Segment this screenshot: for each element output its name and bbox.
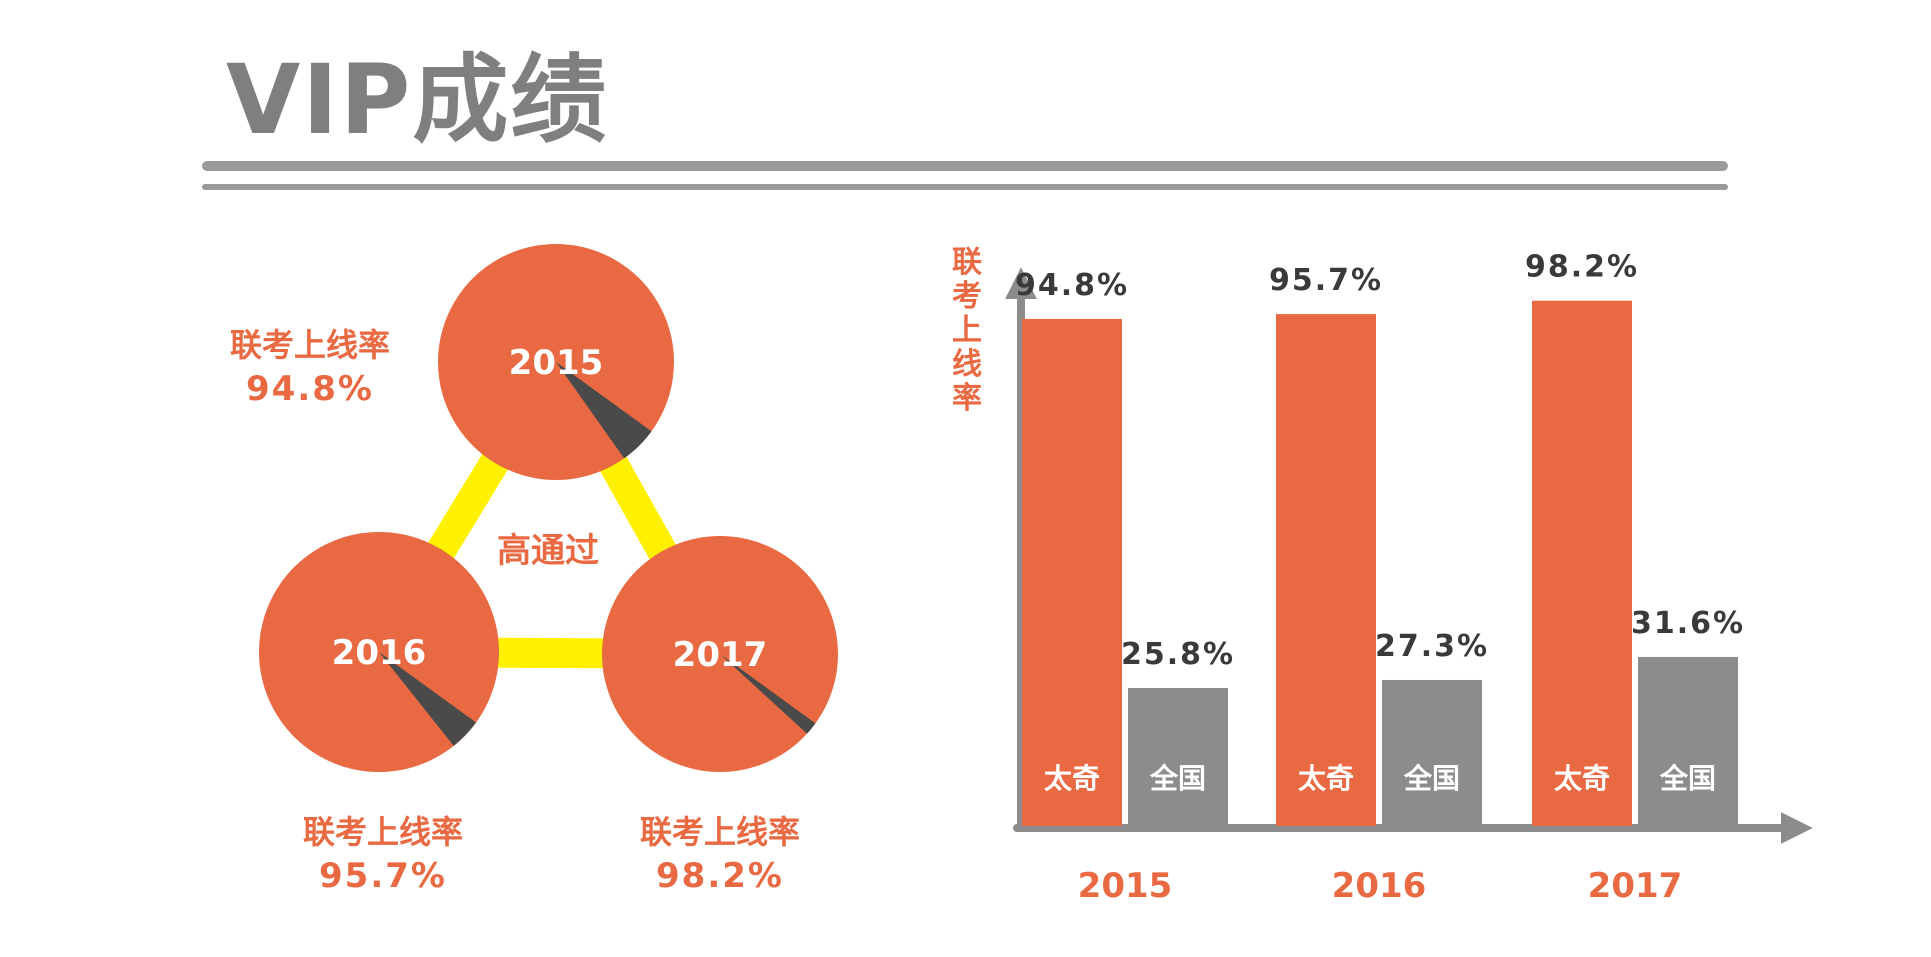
bar-series-label-2016-taiqi: 太奇: [1298, 762, 1354, 795]
circle-2016-remainder-wedge: [379, 652, 477, 746]
circle-2015-year-label: 2015: [509, 343, 604, 383]
bar-value-label-2017-national: 31.6%: [1631, 606, 1745, 641]
y-axis-label-char: 联: [952, 245, 982, 280]
circle-2016-year-label: 2016: [332, 633, 427, 673]
category-labels: 2015 2016 2017: [1078, 866, 1683, 906]
x-tick-label-2017: 2017: [1588, 866, 1683, 906]
bar-series-label-2017-taiqi: 太奇: [1554, 762, 1610, 795]
bar-2016-taiqi: [1276, 314, 1376, 826]
x-tick-label-2016: 2016: [1332, 866, 1427, 906]
bar-2017-taiqi: [1532, 300, 1632, 827]
circle-2016-rate-label: 95.7%: [319, 856, 447, 896]
bar-2015-national: [1128, 687, 1228, 826]
circle-2015-remainder-wedge: [556, 362, 652, 459]
bar-value-label-2016-taiqi: 95.7%: [1269, 263, 1383, 298]
bar-series-label-2016-national: 全国: [1403, 762, 1460, 795]
bar-2015-taiqi: [1022, 318, 1122, 826]
y-axis-label-char: 考: [952, 279, 982, 314]
y-axis-label-char: 率: [952, 381, 982, 416]
bars: 94.8% 太奇 25.8% 全国 95.7% 太奇 27.3% 全国 98.2% 太奇 31.6%…: [1015, 250, 1745, 827]
pass-rate-circle-2017: 2017 联考上线率 98.2%: [602, 536, 838, 896]
bar-chart: 联考上线率 94.8% 太奇 25.8% 全国 95.7% 太奇 27.3% 全国 98.2% 太…: [952, 245, 1813, 906]
pass-rate-circle-2015: 2015 联考上线率 94.8%: [230, 244, 674, 480]
bar-value-label-2015-taiqi: 94.8%: [1015, 268, 1129, 303]
pass-rate-circles: 2015 联考上线率 94.8% 2016 联考上线率 95.7% 2017 联考上线率 98.…: [230, 244, 838, 896]
circle-2016-caption: 联考上线率: [303, 813, 463, 851]
circle-2015-rate-label: 94.8%: [246, 369, 374, 409]
pass-rate-circle-2016: 2016 联考上线率 95.7%: [259, 532, 499, 896]
bar-2016-national: [1382, 679, 1482, 826]
bar-series-label-2015-national: 全国: [1149, 762, 1206, 795]
circle-2017-rate-label: 98.2%: [656, 856, 784, 896]
circle-2015-caption: 联考上线率: [230, 326, 390, 364]
title-divider-thin: [202, 184, 1728, 190]
bar-value-label-2015-national: 25.8%: [1121, 637, 1235, 672]
y-axis-label-char: 线: [952, 347, 982, 382]
triangle-center-label: 高通过: [497, 531, 599, 571]
y-axis-label: 联考上线率: [952, 245, 982, 416]
circle-2017-year-label: 2017: [673, 635, 768, 675]
pass-rate-triangle: 2015 联考上线率 94.8% 2016 联考上线率 95.7% 2017 联考上线率 98.…: [230, 244, 838, 896]
x-tick-label-2015: 2015: [1078, 866, 1173, 906]
title-divider-thick: [202, 161, 1728, 171]
bar-value-label-2016-national: 27.3%: [1375, 629, 1489, 664]
circle-2017-caption: 联考上线率: [640, 813, 800, 851]
y-axis-label-char: 上: [952, 313, 982, 348]
circle-2017-remainder-wedge: [720, 654, 816, 734]
bar-2017-national: [1638, 656, 1738, 826]
bar-value-label-2017-taiqi: 98.2%: [1525, 250, 1639, 285]
y-axis-label-text: 联考上线率: [952, 245, 982, 416]
page-title: VIP成绩: [226, 44, 609, 156]
bar-series-label-2017-national: 全国: [1659, 762, 1716, 795]
bar-series-label-2015-taiqi: 太奇: [1044, 762, 1100, 795]
